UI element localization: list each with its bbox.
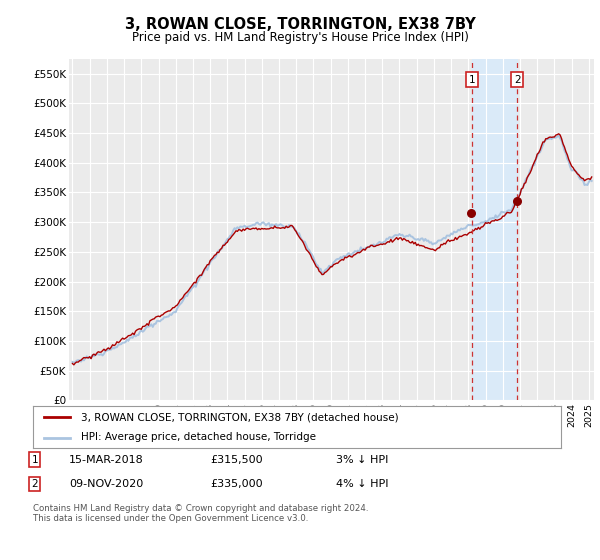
Bar: [472, 59, 517, 400]
Text: 3% ↓ HPI: 3% ↓ HPI: [336, 455, 388, 465]
Point: [512, 197, 522, 206]
Text: 2: 2: [31, 479, 38, 489]
Text: 3, ROWAN CLOSE, TORRINGTON, EX38 7BY: 3, ROWAN CLOSE, TORRINGTON, EX38 7BY: [125, 17, 475, 32]
Text: Price paid vs. HM Land Registry's House Price Index (HPI): Price paid vs. HM Land Registry's House …: [131, 31, 469, 44]
Text: 3, ROWAN CLOSE, TORRINGTON, EX38 7BY (detached house): 3, ROWAN CLOSE, TORRINGTON, EX38 7BY (de…: [80, 412, 398, 422]
Text: 09-NOV-2020: 09-NOV-2020: [69, 479, 143, 489]
Text: £335,000: £335,000: [210, 479, 263, 489]
Text: Contains HM Land Registry data © Crown copyright and database right 2024.
This d: Contains HM Land Registry data © Crown c…: [33, 504, 368, 524]
Text: 1: 1: [31, 455, 38, 465]
Text: 15-MAR-2018: 15-MAR-2018: [69, 455, 144, 465]
Text: £315,500: £315,500: [210, 455, 263, 465]
Text: HPI: Average price, detached house, Torridge: HPI: Average price, detached house, Torr…: [80, 432, 316, 442]
Point: [466, 208, 476, 217]
Text: 4% ↓ HPI: 4% ↓ HPI: [336, 479, 389, 489]
Text: 1: 1: [469, 74, 475, 85]
Text: 2: 2: [514, 74, 521, 85]
